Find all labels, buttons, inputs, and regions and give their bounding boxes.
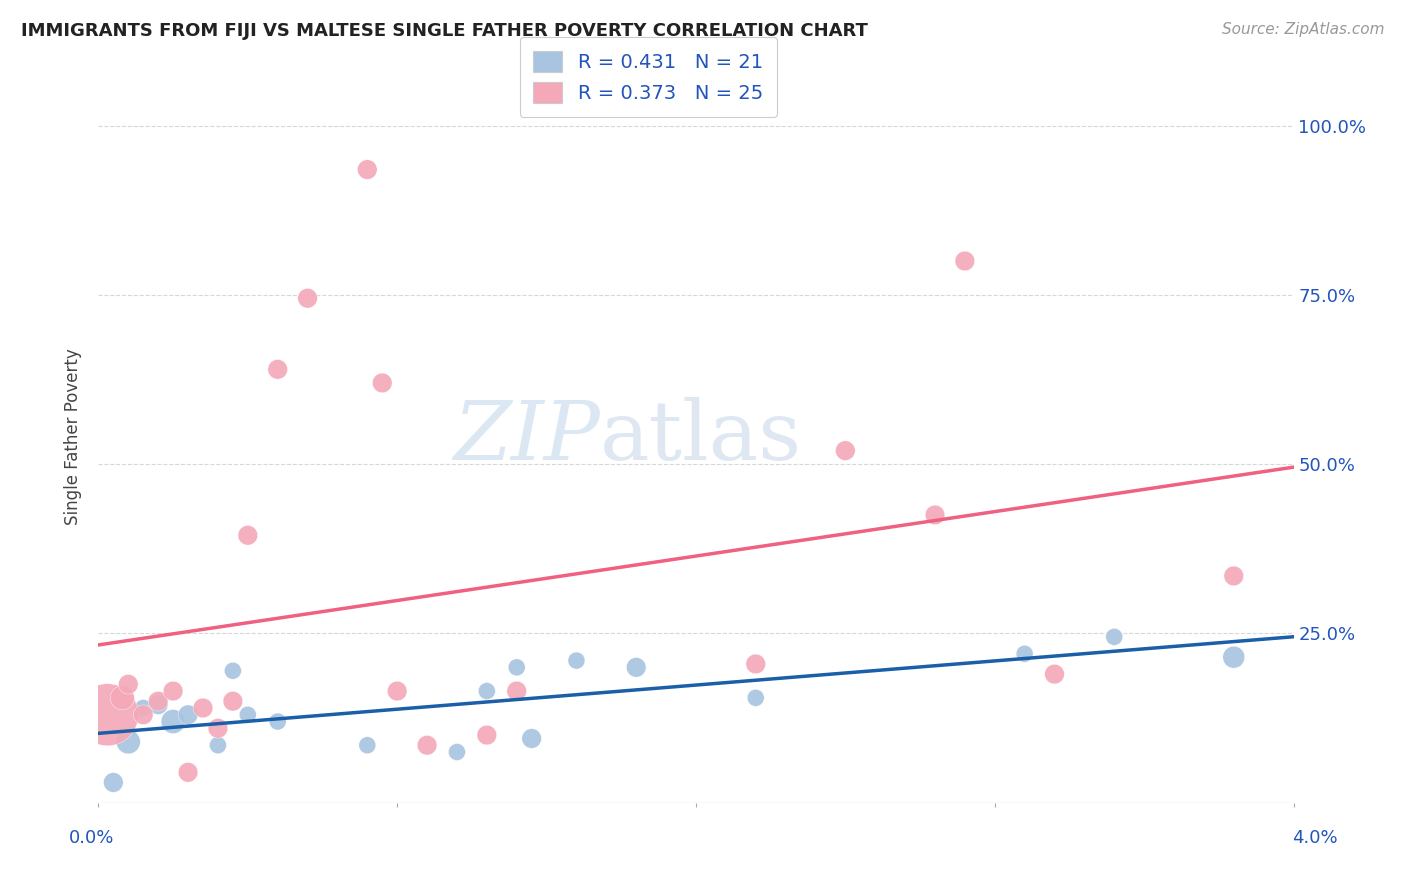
- Point: [924, 508, 946, 522]
- Point: [626, 660, 648, 674]
- Point: [177, 765, 200, 780]
- Point: [117, 735, 139, 749]
- Text: 0.0%: 0.0%: [69, 829, 114, 847]
- Point: [222, 694, 245, 708]
- Point: [177, 707, 200, 722]
- Text: Source: ZipAtlas.com: Source: ZipAtlas.com: [1222, 22, 1385, 37]
- Point: [236, 528, 259, 542]
- Point: [236, 707, 259, 722]
- Text: IMMIGRANTS FROM FIJI VS MALTESE SINGLE FATHER POVERTY CORRELATION CHART: IMMIGRANTS FROM FIJI VS MALTESE SINGLE F…: [21, 22, 868, 40]
- Point: [191, 701, 214, 715]
- Text: 4.0%: 4.0%: [1292, 829, 1337, 847]
- Point: [103, 775, 125, 789]
- Point: [297, 291, 319, 305]
- Point: [834, 443, 856, 458]
- Point: [148, 698, 170, 712]
- Point: [162, 684, 184, 698]
- Point: [267, 714, 290, 729]
- Point: [111, 690, 134, 705]
- Point: [96, 707, 118, 722]
- Point: [207, 721, 229, 735]
- Legend: R = 0.431   N = 21, R = 0.373   N = 25: R = 0.431 N = 21, R = 0.373 N = 25: [520, 37, 776, 117]
- Point: [1104, 630, 1126, 644]
- Point: [356, 738, 378, 752]
- Point: [148, 694, 170, 708]
- Point: [371, 376, 394, 390]
- Point: [117, 677, 139, 691]
- Point: [1043, 667, 1066, 681]
- Point: [132, 701, 155, 715]
- Text: ZIP: ZIP: [454, 397, 600, 477]
- Point: [446, 745, 468, 759]
- Point: [1014, 647, 1036, 661]
- Point: [745, 690, 768, 705]
- Point: [416, 738, 439, 752]
- Point: [506, 684, 529, 698]
- Point: [565, 654, 588, 668]
- Point: [267, 362, 290, 376]
- Point: [745, 657, 768, 671]
- Point: [162, 714, 184, 729]
- Point: [222, 664, 245, 678]
- Text: atlas: atlas: [600, 397, 803, 477]
- Point: [520, 731, 543, 746]
- Point: [1223, 650, 1246, 665]
- Point: [1223, 569, 1246, 583]
- Point: [207, 738, 229, 752]
- Point: [132, 707, 155, 722]
- Point: [506, 660, 529, 674]
- Point: [475, 728, 498, 742]
- Point: [475, 684, 498, 698]
- Point: [356, 162, 378, 177]
- Y-axis label: Single Father Poverty: Single Father Poverty: [65, 349, 83, 525]
- Point: [953, 254, 976, 268]
- Point: [385, 684, 409, 698]
